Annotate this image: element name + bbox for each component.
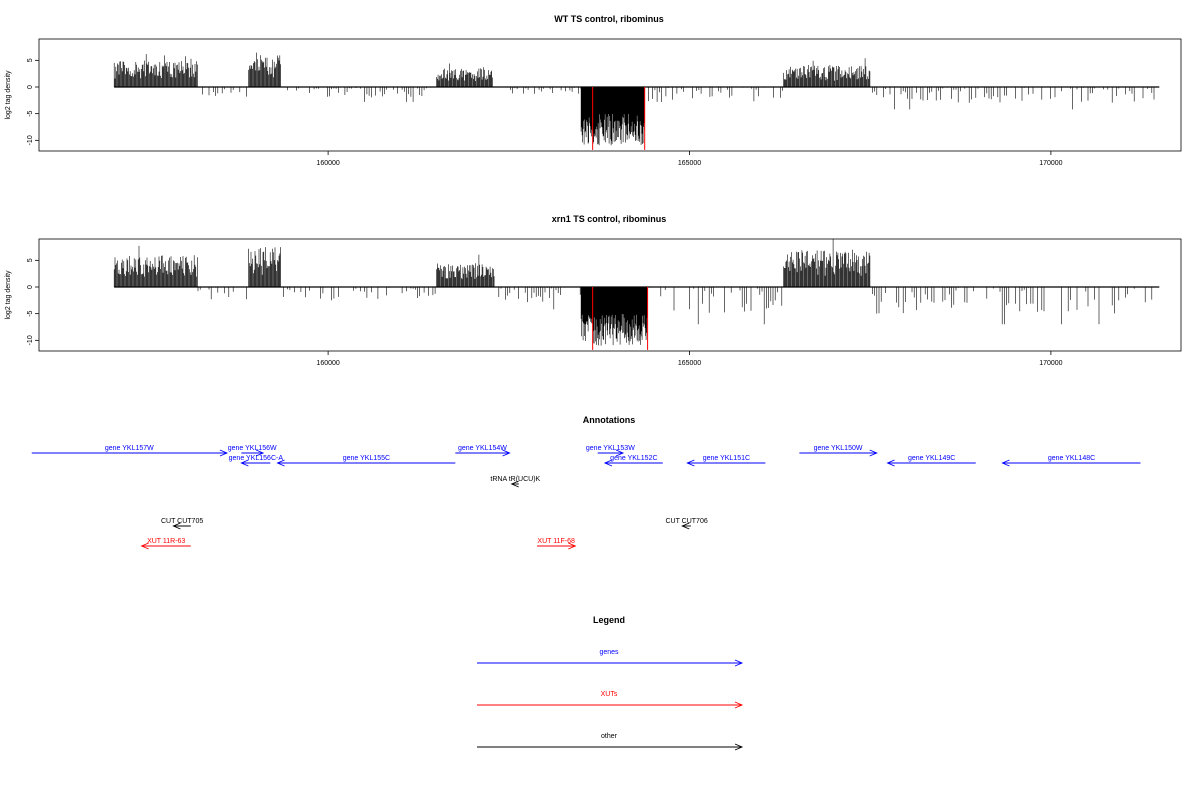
annotation-arrow-head xyxy=(255,449,265,457)
annotation-arrow-head xyxy=(1001,459,1010,467)
annotation-arrow-head xyxy=(276,459,285,467)
y-tick-label: 0 xyxy=(27,85,34,89)
legend-label: genes xyxy=(599,649,619,656)
annotation-label: CUT CUT705 xyxy=(161,518,203,525)
annotation-label: gene YKL156C-A xyxy=(229,455,284,462)
wt-plot-frame xyxy=(38,38,1182,152)
annotations-title: Annotations xyxy=(583,415,636,425)
annotation-arrow-head xyxy=(681,522,690,530)
annotation-arrow-head xyxy=(219,449,229,457)
legend-title: Legend xyxy=(593,615,625,625)
annotation-label: tRNA tR(UCU)K xyxy=(490,476,540,483)
annotation-label: gene YKL148C xyxy=(1048,455,1095,462)
xrn1-highlight-lines xyxy=(592,287,649,350)
wt-density-bars xyxy=(113,52,1160,146)
wt-track-title: WT TS control, ribominus xyxy=(554,14,664,24)
annotation-label: gene YKL152C xyxy=(610,455,657,462)
annotation-arrow-head xyxy=(869,449,878,457)
annotation-arrow-head xyxy=(568,542,577,550)
xrn1-track-title: xrn1 TS control, ribominus xyxy=(552,214,667,224)
y-tick-label: 0 xyxy=(27,285,34,289)
wt-y-axis-label: log2 tag density xyxy=(5,70,12,120)
wt-highlight-lines xyxy=(592,87,646,150)
annotation-label: gene YKL151C xyxy=(703,455,750,462)
xrn1-y-axis-label: log2 tag density xyxy=(5,270,12,320)
wt-y-ticks: -10 -5 0 5 xyxy=(27,58,39,145)
x-tick-label: 160000 xyxy=(316,360,339,367)
annotation-items: gene YKL157W gene YKL156W gene YKL156C-A ge… xyxy=(31,445,1141,550)
annotation-label: gene YKL154W xyxy=(458,445,507,452)
annotation-arrow-head xyxy=(615,449,625,457)
annotations-panel: Annotations gene YKL157W gene YKL156Wgene… xyxy=(31,415,1141,550)
y-tick-label: -5 xyxy=(27,110,34,116)
annotation-label: XUT 11F-68 xyxy=(537,538,575,545)
x-tick-label: 170000 xyxy=(1039,360,1062,367)
annotation-label: gene YKL157W xyxy=(105,445,154,452)
annotation-arrow-head xyxy=(886,459,895,467)
annotation-label: gene YKL153W xyxy=(586,445,635,452)
y-tick-label: -10 xyxy=(27,135,34,145)
xrn1-density-bars xyxy=(113,238,1160,346)
x-tick-label: 160000 xyxy=(316,160,339,167)
legend-items: genes XUTs other xyxy=(477,649,744,751)
y-tick-label: -10 xyxy=(27,335,34,345)
y-tick-label: 5 xyxy=(27,58,34,62)
annotation-label: gene YKL150W xyxy=(814,445,863,452)
annotation-arrow-head xyxy=(510,480,519,488)
x-tick-label: 165000 xyxy=(678,360,701,367)
density-bars-path xyxy=(113,238,1153,346)
annotation-arrow-head xyxy=(140,542,149,550)
wt-x-ticks: 160000 165000 170000 xyxy=(316,151,1063,167)
y-tick-label: 5 xyxy=(27,258,34,262)
legend-arrow-head xyxy=(734,701,744,709)
annotation-label: gene YKL149C xyxy=(908,455,955,462)
annotation-arrow-head xyxy=(502,449,511,457)
x-tick-label: 170000 xyxy=(1039,160,1062,167)
legend-label: XUTs xyxy=(601,691,618,698)
annotation-label: gene YKL156W xyxy=(228,445,277,452)
annotation-arrow-head xyxy=(240,459,249,467)
legend-panel: Legend genes XUTs other xyxy=(477,615,744,751)
legend-arrow-head xyxy=(734,659,744,667)
y-tick-label: -5 xyxy=(27,310,34,316)
wt-track-panel: WT TS control, ribominus log2 tag densit… xyxy=(5,14,1182,167)
annotation-label: gene YKL155C xyxy=(343,455,390,462)
annotation-arrow-head xyxy=(603,459,613,467)
annotation-arrow-head xyxy=(172,522,181,530)
legend-arrow-head xyxy=(734,743,744,751)
annotation-label: CUT CUT706 xyxy=(665,518,707,525)
density-bars-path xyxy=(113,52,1155,146)
annotation-label: XUT 11R-63 xyxy=(147,538,185,545)
xrn1-plot-frame xyxy=(38,238,1182,352)
xrn1-x-ticks: 160000 165000 170000 xyxy=(316,351,1063,367)
xrn1-track-panel: xrn1 TS control, ribominus log2 tag dens… xyxy=(5,214,1182,367)
x-tick-label: 165000 xyxy=(678,160,701,167)
legend-label: other xyxy=(601,733,618,740)
xrn1-y-ticks: -10 -5 0 5 xyxy=(27,258,39,345)
annotation-arrow-head xyxy=(686,459,695,467)
